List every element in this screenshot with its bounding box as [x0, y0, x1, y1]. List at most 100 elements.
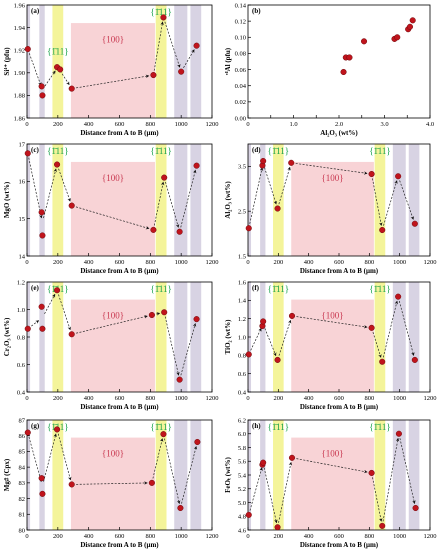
x-tick-label: 1200: [206, 121, 219, 128]
trend-arrows: [249, 163, 414, 226]
data-point: [150, 226, 157, 233]
y-tick-label: 1.94: [14, 25, 26, 32]
x-tick-label: 1000: [393, 395, 406, 402]
trend-arrows: [31, 293, 197, 376]
data-point: [368, 324, 375, 331]
data-point: [394, 34, 401, 41]
y-tick-label: 0.12: [235, 18, 246, 25]
data-point: [68, 202, 75, 209]
data-points: [245, 430, 419, 531]
y-tick-label: 1.86: [14, 115, 26, 122]
y-tick-label: 86: [19, 433, 26, 440]
data-point: [346, 54, 353, 61]
zone-label-111: {1̄11}: [150, 146, 171, 156]
zone-gray-1: [39, 282, 45, 392]
y-tick-label: 1.4: [238, 298, 247, 305]
data-points: [24, 287, 200, 383]
zone-100-3: [70, 299, 155, 392]
panel-label: (d): [252, 146, 261, 154]
data-point: [193, 42, 200, 49]
data-point: [411, 220, 418, 227]
y-tick-label: 5.0: [238, 500, 246, 507]
data-point: [368, 469, 375, 476]
zone-label-100: {100}: [321, 448, 343, 458]
trend-segment: [398, 300, 415, 356]
trend-segment: [180, 169, 197, 228]
y-tick-label: 87: [19, 417, 26, 424]
trend-segment: [76, 315, 148, 334]
y-tick-label: 1.2: [238, 316, 246, 323]
trend-segment: [263, 467, 278, 524]
data-point: [54, 287, 61, 294]
panel-label: (f): [252, 284, 260, 292]
x-tick-label: 1000: [175, 395, 188, 402]
data-point: [379, 522, 386, 529]
trend-arrows: [28, 433, 198, 504]
x-tick-label: 0: [25, 259, 28, 266]
panel-f: 0 200 400 600 800 1000 1200 0.4 0.6 0.8 1.0 1.2 1.4 1…: [224, 279, 437, 411]
trend-segment: [382, 300, 399, 358]
trend-segment: [164, 21, 181, 68]
trend-segment: [156, 312, 161, 316]
data-point: [150, 72, 157, 79]
y-tick-label: 0.6: [238, 371, 247, 378]
data-point: [406, 23, 414, 30]
trend-segment: [28, 53, 42, 86]
x-tick-label: 0: [246, 395, 249, 402]
y-tick-label: 6.0: [238, 431, 246, 438]
data-point: [161, 309, 168, 316]
zone-label-111: {1̄11}: [369, 422, 390, 432]
trend-segment: [58, 294, 71, 331]
x-tick-label: 800: [145, 395, 155, 402]
trend-segment: [372, 178, 383, 226]
y-tick-label: 6.2: [238, 417, 246, 424]
data-point: [24, 46, 31, 53]
x-tick-label: 200: [273, 259, 283, 266]
zone-gray-0: [27, 420, 31, 530]
zone-111-4: [155, 144, 167, 256]
zone-111-2: [273, 282, 284, 392]
trend-segment: [57, 433, 72, 481]
zones: [27, 5, 202, 118]
y-tick-label: 0.04: [235, 83, 247, 90]
x-tick-label: 0: [246, 121, 249, 128]
trend-segment: [58, 168, 71, 202]
data-point: [54, 426, 61, 433]
x-tick-label: 4.0: [426, 121, 434, 128]
trend-segment: [44, 293, 56, 314]
x-tick-label: 200: [53, 395, 63, 402]
data-point: [38, 83, 45, 90]
y-tick-label: 0.4: [17, 389, 26, 396]
zone-label-111: {1̄11}: [47, 146, 68, 156]
data-point: [412, 504, 419, 512]
data-point: [288, 454, 296, 461]
data-point: [38, 475, 45, 482]
data-point: [288, 159, 295, 166]
y-tick-label: 3.5: [238, 164, 246, 171]
y-tick-label: 83: [19, 480, 26, 487]
panel-label: (g): [31, 422, 40, 430]
trend-segment: [165, 181, 180, 228]
data-point: [24, 325, 31, 332]
data-point: [68, 85, 75, 92]
x-tick-label: 1000: [175, 533, 188, 540]
x-tick-label: 800: [145, 533, 155, 540]
zone-label-111: {1̄11}: [150, 7, 171, 17]
x-tick-label: 1200: [206, 533, 219, 540]
data-point: [176, 376, 183, 383]
x-tick-label: 1000: [175, 121, 188, 128]
trend-segment: [382, 437, 400, 522]
panel-e: 0 200 400 600 800 1000 1200 0.4 0.6 0.8 1.0 1.2 Dist…: [3, 279, 219, 411]
y-tick-label: 0.6: [17, 362, 26, 369]
x-tick-label: 0: [246, 533, 249, 540]
data-points: [24, 14, 200, 99]
y-tick-label: 0.4: [238, 389, 247, 396]
data-point: [409, 17, 416, 24]
trend-segment: [383, 180, 398, 226]
trend-segment: [59, 70, 70, 86]
panel-label: (b): [252, 7, 261, 15]
data-point: [38, 303, 45, 310]
y-axis-label: ᵛᴵAl (pfu): [224, 47, 232, 75]
zone-111-2: [273, 420, 284, 530]
data-point: [39, 232, 46, 239]
